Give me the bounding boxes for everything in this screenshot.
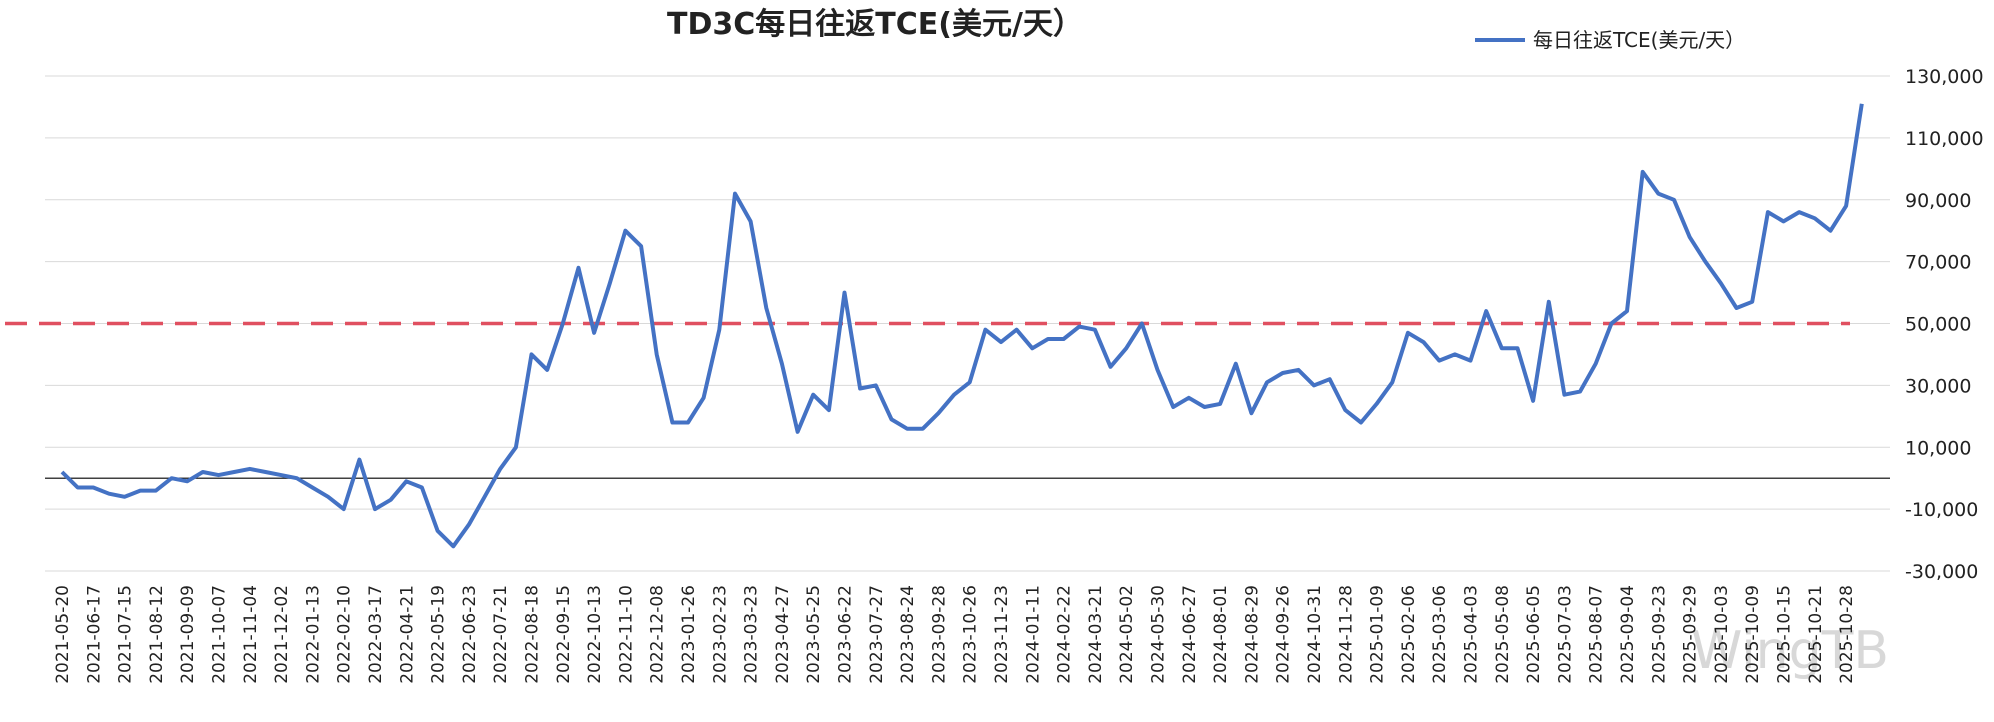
x-tick-label: 2021-10-07 <box>210 585 230 684</box>
x-tick-label: 2024-11-28 <box>1336 585 1356 684</box>
x-tick-label: 2025-10-21 <box>1806 585 1826 684</box>
x-tick-label: 2025-06-05 <box>1524 585 1544 684</box>
x-tick-label: 2022-08-18 <box>523 585 543 684</box>
x-tick-label: 2025-10-15 <box>1775 585 1795 684</box>
series-line <box>60 103 1864 549</box>
x-tick-label: 2024-02-22 <box>1055 585 1075 684</box>
y-tick-label: 130,000 <box>1905 66 1984 88</box>
x-tick-label: 2024-09-26 <box>1274 585 1294 684</box>
x-tick-label: 2021-06-17 <box>84 585 104 684</box>
x-tick-label: 2023-01-26 <box>679 585 699 684</box>
x-tick-label: 2024-08-29 <box>1242 585 1262 684</box>
x-tick-label: 2022-12-08 <box>648 585 668 684</box>
x-tick-label: 2022-10-13 <box>585 585 605 684</box>
x-tick-label: 2025-05-08 <box>1493 585 1513 684</box>
x-tick-label: 2021-11-04 <box>241 585 261 684</box>
x-tick-label: 2021-12-02 <box>272 585 292 684</box>
x-tick-label: 2025-03-06 <box>1430 585 1450 684</box>
x-tick-label: 2023-03-23 <box>742 585 762 684</box>
x-tick-label: 2023-06-22 <box>836 585 856 684</box>
x-tick-label: 2023-04-27 <box>773 585 793 684</box>
y-tick-label: 70,000 <box>1905 252 1971 274</box>
x-tick-label: 2022-05-19 <box>429 585 449 684</box>
x-tick-label: 2024-03-21 <box>1086 585 1106 684</box>
x-tick-label: 2023-10-26 <box>961 585 981 684</box>
x-tick-label: 2021-09-09 <box>178 585 198 684</box>
y-tick-label: -30,000 <box>1905 561 1978 583</box>
x-tick-label: 2022-07-21 <box>491 585 511 684</box>
x-tick-label: 2022-01-13 <box>303 585 323 684</box>
y-tick-label: 50,000 <box>1905 314 1971 336</box>
x-tick-label: 2022-09-15 <box>554 585 574 684</box>
watermark: WingTB <box>1691 621 1889 681</box>
y-tick-label: 30,000 <box>1905 375 1971 397</box>
y-tick-label: 90,000 <box>1905 190 1971 212</box>
x-tick-label: 2025-07-03 <box>1555 585 1575 684</box>
legend-label: 每日往返TCE(美元/天） <box>1533 28 1745 52</box>
y-tick-label: 110,000 <box>1905 128 1984 150</box>
x-tick-label: 2025-09-29 <box>1681 585 1701 684</box>
x-tick-label: 2024-05-02 <box>1117 585 1137 684</box>
x-tick-label: 2025-10-03 <box>1712 585 1732 684</box>
x-tick-label: 2025-02-06 <box>1399 585 1419 684</box>
x-tick-label: 2025-08-07 <box>1587 585 1607 684</box>
x-tick-label: 2024-08-01 <box>1211 585 1231 684</box>
x-tick-label: 2023-02-23 <box>710 585 730 684</box>
x-tick-label: 2021-07-15 <box>116 585 136 684</box>
x-tick-label: 2024-10-31 <box>1305 585 1325 684</box>
x-tick-label: 2024-05-30 <box>1149 585 1169 684</box>
x-tick-label: 2025-09-23 <box>1649 585 1669 684</box>
x-tick-label: 2025-10-28 <box>1837 585 1857 684</box>
x-tick-label: 2025-04-03 <box>1462 585 1482 684</box>
x-tick-label: 2025-10-09 <box>1743 585 1763 684</box>
x-tick-label: 2022-02-10 <box>335 585 355 684</box>
x-tick-label: 2023-11-23 <box>992 585 1012 684</box>
x-tick-label: 2021-05-20 <box>53 585 73 684</box>
x-tick-label: 2024-06-27 <box>1180 585 1200 684</box>
chart-title: TD3C每日往返TCE(美元/天） <box>667 7 1083 42</box>
x-tick-label: 2023-07-27 <box>867 585 887 684</box>
x-tick-label: 2025-09-04 <box>1618 585 1638 684</box>
x-tick-label: 2022-03-17 <box>366 585 386 684</box>
x-tick-label: 2021-08-12 <box>147 585 167 684</box>
x-tick-label: 2022-04-21 <box>397 585 417 684</box>
x-tick-label: 2024-01-11 <box>1023 585 1043 684</box>
x-tick-label: 2025-01-09 <box>1368 585 1388 684</box>
x-tick-label: 2022-11-10 <box>616 585 636 684</box>
x-tick-label: 2023-08-24 <box>898 585 918 684</box>
x-tick-label: 2022-06-23 <box>460 585 480 684</box>
x-tick-label: 2023-05-25 <box>804 585 824 684</box>
x-tick-label: 2023-09-28 <box>929 585 949 684</box>
y-tick-label: -10,000 <box>1905 499 1978 521</box>
y-tick-label: 10,000 <box>1905 437 1971 459</box>
